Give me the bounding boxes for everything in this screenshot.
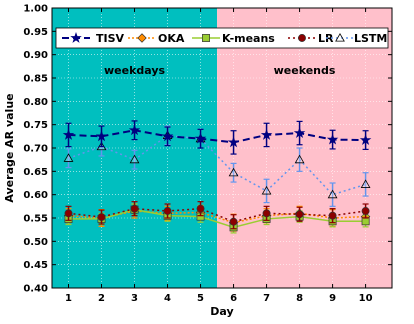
y-tick-label-3: 0.55 [23,214,48,225]
data-point-tisv-0 [62,128,75,140]
series-line-k-means [68,208,366,229]
data-point-tisv-3 [161,130,174,142]
data-point-lstm-2 [129,154,140,164]
data-point-k-means-9 [361,217,370,226]
legend-marker-oka [137,33,147,43]
y-tick-label-6: 0.70 [23,144,48,155]
data-point-tisv-8 [326,133,339,145]
x-tick-label-1: 2 [98,293,105,304]
legend-label-oka: OKA [158,32,185,45]
x-tick-label-3: 4 [164,293,171,304]
y-tick-label-1: 0.45 [23,260,48,271]
legend-marker-lr [298,34,306,42]
x-tick-label-0: 1 [65,293,72,304]
series-layer [62,120,372,234]
data-point-lstm-8 [327,189,338,199]
series-line-tisv [68,129,366,144]
y-axis: 0.40 0.45 0.50 0.55 0.60 0.65 0.70 0.75 0.80 0.85… [23,4,392,295]
data-point-lr-8 [328,211,337,220]
data-point-lstm-9 [360,179,371,188]
data-point-tisv-9 [359,134,372,145]
x-axis-title: Day [210,305,233,318]
y-tick-label-12: 1.00 [23,4,48,15]
x-tick-label-9: 10 [359,293,373,304]
data-point-lstm-6 [261,185,272,195]
data-point-lr-6 [262,209,271,218]
y-tick-label-2: 0.50 [23,237,48,248]
legend: TISV OKA K-means LR LSTM [55,27,389,49]
y-tick-label-4: 0.60 [23,190,48,201]
x-tick-label-4: 5 [197,293,204,304]
data-point-lstm-5 [228,167,239,177]
legend-marker-tisv [70,31,82,43]
data-point-tisv-4 [194,132,207,144]
data-point-lr-1 [97,213,106,222]
legend-marker-k-means [202,34,210,42]
series-line-lr [68,207,366,223]
x-tick-label-8: 9 [329,293,336,304]
data-point-lr-3 [163,207,172,215]
y-tick-label-5: 0.65 [23,167,48,178]
y-tick-label-7: 0.75 [23,120,48,131]
series-tisv [62,120,372,155]
y-tick-label-9: 0.85 [23,74,48,85]
y-axis-title: Average AR value [3,93,16,202]
data-point-lr-4 [196,204,205,213]
x-tick-label-6: 7 [263,293,270,304]
data-point-tisv-1 [95,130,108,142]
data-point-lstm-7 [294,154,305,164]
region-labels: weekdays weekends [104,64,336,77]
legend-box [55,27,389,49]
legend-marker-lstm [335,32,345,42]
data-point-tisv-2 [128,124,141,136]
legend-label-lstm: LSTM [354,32,387,45]
x-axis: 1 2 3 4 5 6 7 8 9 10 [65,8,373,304]
data-point-tisv-6 [260,128,273,140]
y-tick-label-0: 0.40 [23,284,48,295]
data-point-lr-5 [229,217,238,226]
region-label-1: weekends [274,64,336,77]
data-point-lr-2 [130,204,139,213]
region-label-0: weekdays [104,64,166,77]
series-lr [64,201,370,230]
data-point-lr-7 [295,210,304,219]
x-tick-label-7: 8 [296,293,303,304]
x-tick-label-5: 6 [230,293,237,304]
data-point-tisv-7 [293,127,306,138]
x-tick-label-2: 3 [131,293,138,304]
y-tick-label-8: 0.80 [23,97,48,108]
y-tick-label-10: 0.90 [23,50,48,61]
legend-label-tisv: TISV [96,32,125,45]
data-point-tisv-5 [227,136,240,148]
legend-label-k-means: K-means [222,32,275,45]
y-tick-label-11: 0.95 [23,27,48,38]
data-point-lr-9 [361,207,370,215]
data-point-lstm-0 [63,153,74,162]
data-point-lr-0 [64,209,73,218]
